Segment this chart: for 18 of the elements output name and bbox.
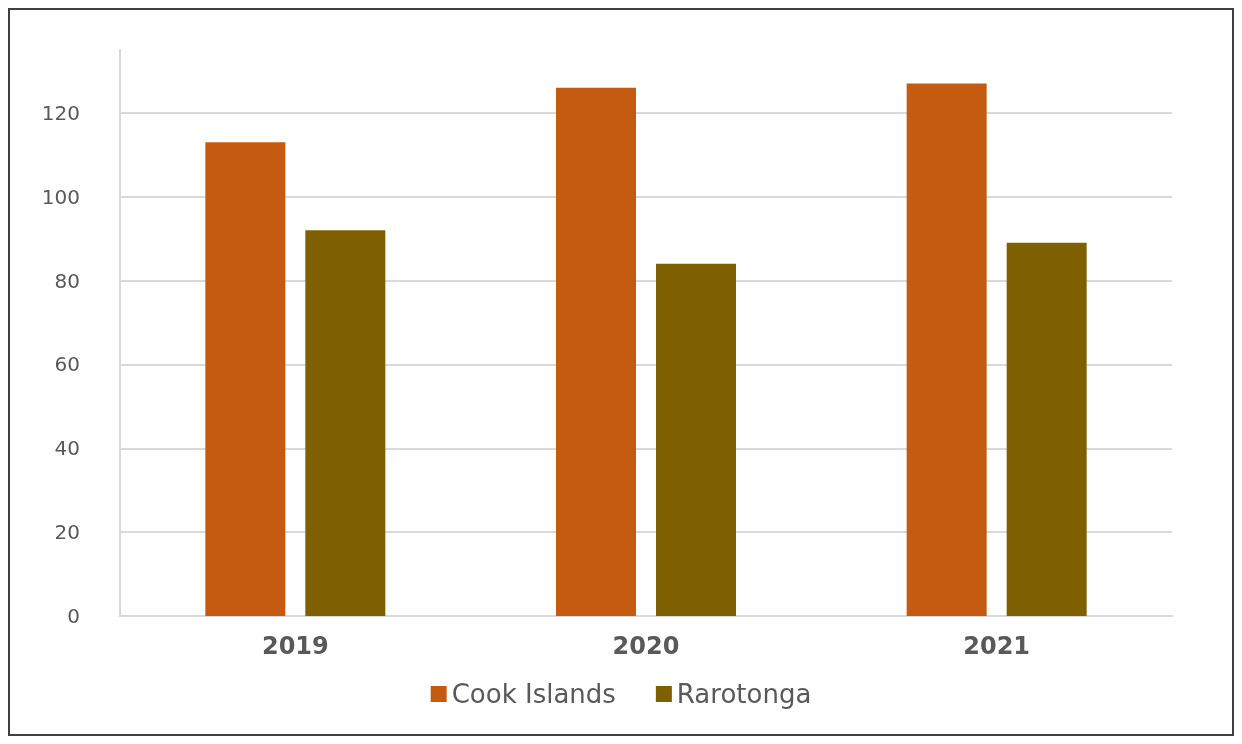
x-tick-label: 2020 (612, 632, 680, 660)
y-tick-label: 0 (67, 604, 80, 628)
y-tick-label: 100 (41, 184, 80, 209)
y-tick-label: 60 (54, 352, 80, 377)
bar (305, 230, 386, 616)
x-tick-label: 2019 (261, 632, 329, 660)
legend-label: Rarotonga (676, 679, 812, 709)
bar (906, 83, 987, 616)
x-tick-label: 2021 (963, 632, 1031, 660)
y-tick-label: 40 (54, 436, 80, 461)
legend-label: Cook Islands (451, 679, 616, 709)
bar (205, 142, 286, 616)
y-tick-label: 120 (41, 100, 80, 125)
y-tick-label: 20 (54, 520, 80, 545)
y-tick-label: 80 (54, 268, 80, 293)
bar (656, 263, 736, 616)
bar (1006, 242, 1087, 616)
bar (556, 87, 636, 616)
